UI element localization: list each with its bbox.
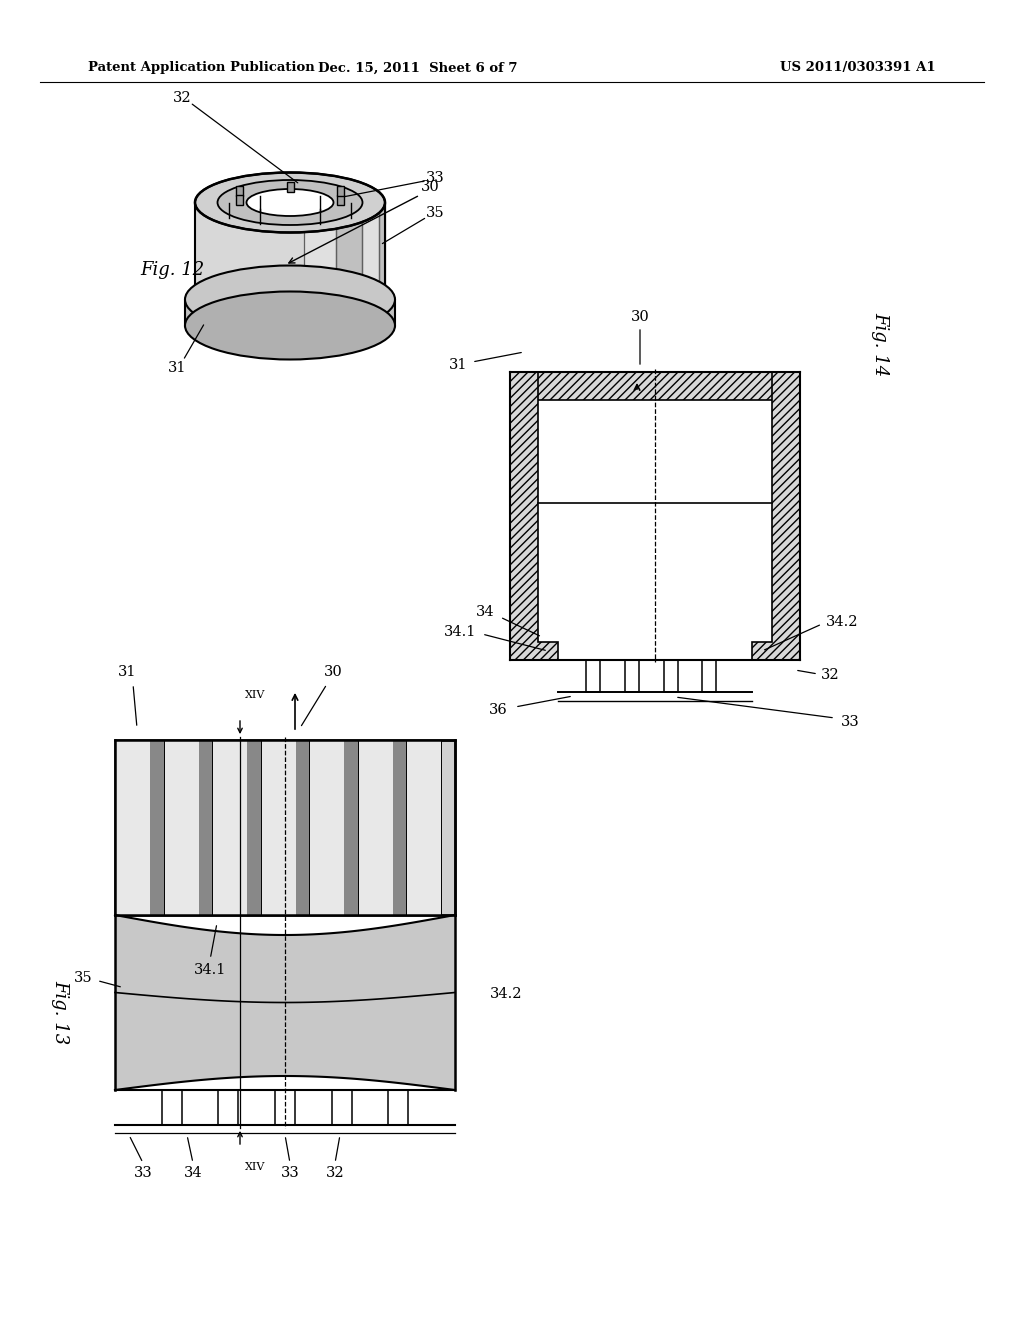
Polygon shape: [150, 741, 164, 915]
Polygon shape: [296, 741, 309, 915]
Polygon shape: [379, 202, 385, 308]
Polygon shape: [164, 741, 199, 915]
Text: Fig. 13: Fig. 13: [51, 981, 69, 1044]
Polygon shape: [362, 202, 379, 308]
Polygon shape: [115, 741, 455, 915]
Polygon shape: [185, 300, 395, 326]
Text: Dec. 15, 2011  Sheet 6 of 7: Dec. 15, 2011 Sheet 6 of 7: [318, 62, 518, 74]
Polygon shape: [304, 202, 336, 308]
Polygon shape: [199, 741, 212, 915]
Text: US 2011/0303391 A1: US 2011/0303391 A1: [780, 62, 936, 74]
Text: 30: 30: [324, 665, 342, 678]
Text: 34: 34: [183, 1166, 203, 1180]
Polygon shape: [344, 741, 357, 915]
Ellipse shape: [185, 292, 395, 359]
Text: 33: 33: [426, 170, 444, 185]
Text: 34.2: 34.2: [490, 987, 522, 1002]
Polygon shape: [337, 194, 344, 205]
Ellipse shape: [247, 189, 334, 216]
Text: 31: 31: [118, 665, 136, 678]
Polygon shape: [538, 400, 772, 642]
Polygon shape: [336, 202, 362, 308]
Polygon shape: [195, 202, 385, 308]
Text: 32: 32: [326, 1166, 344, 1180]
Text: 34.1: 34.1: [194, 964, 226, 977]
Polygon shape: [212, 741, 247, 915]
Polygon shape: [407, 741, 441, 915]
Text: 32: 32: [173, 91, 191, 104]
Polygon shape: [362, 202, 379, 308]
Polygon shape: [510, 372, 558, 660]
Text: 31: 31: [449, 358, 467, 372]
Text: 32: 32: [820, 668, 840, 682]
Polygon shape: [337, 186, 344, 197]
Text: 36: 36: [488, 704, 507, 717]
Polygon shape: [115, 915, 455, 1090]
Ellipse shape: [185, 265, 395, 334]
Text: XIV: XIV: [245, 690, 265, 700]
Text: Fig. 12: Fig. 12: [140, 261, 204, 279]
Ellipse shape: [195, 277, 385, 338]
Polygon shape: [304, 202, 336, 308]
Text: 30: 30: [631, 310, 649, 323]
Polygon shape: [393, 741, 407, 915]
Polygon shape: [261, 741, 296, 915]
Text: 34.1: 34.1: [443, 624, 476, 639]
Text: Patent Application Publication: Patent Application Publication: [88, 62, 314, 74]
Text: 31: 31: [168, 360, 186, 375]
Polygon shape: [115, 741, 150, 915]
Polygon shape: [287, 182, 294, 193]
Text: 34: 34: [476, 605, 495, 619]
Text: XIV: XIV: [245, 1162, 265, 1172]
Polygon shape: [752, 372, 800, 660]
Polygon shape: [247, 741, 261, 915]
Polygon shape: [510, 372, 800, 400]
Polygon shape: [309, 741, 344, 915]
Polygon shape: [237, 186, 244, 197]
Ellipse shape: [195, 173, 385, 232]
Text: 33: 33: [281, 1166, 299, 1180]
Text: 34.2: 34.2: [825, 615, 858, 630]
Text: 33: 33: [841, 715, 859, 729]
Text: 35: 35: [426, 206, 444, 220]
Text: Fig. 14: Fig. 14: [871, 312, 889, 376]
Polygon shape: [379, 202, 385, 308]
Polygon shape: [336, 202, 362, 308]
Text: 35: 35: [74, 970, 92, 985]
Text: 33: 33: [133, 1166, 153, 1180]
Polygon shape: [357, 741, 393, 915]
Polygon shape: [237, 194, 244, 205]
Text: 30: 30: [421, 180, 439, 194]
Ellipse shape: [217, 180, 362, 224]
